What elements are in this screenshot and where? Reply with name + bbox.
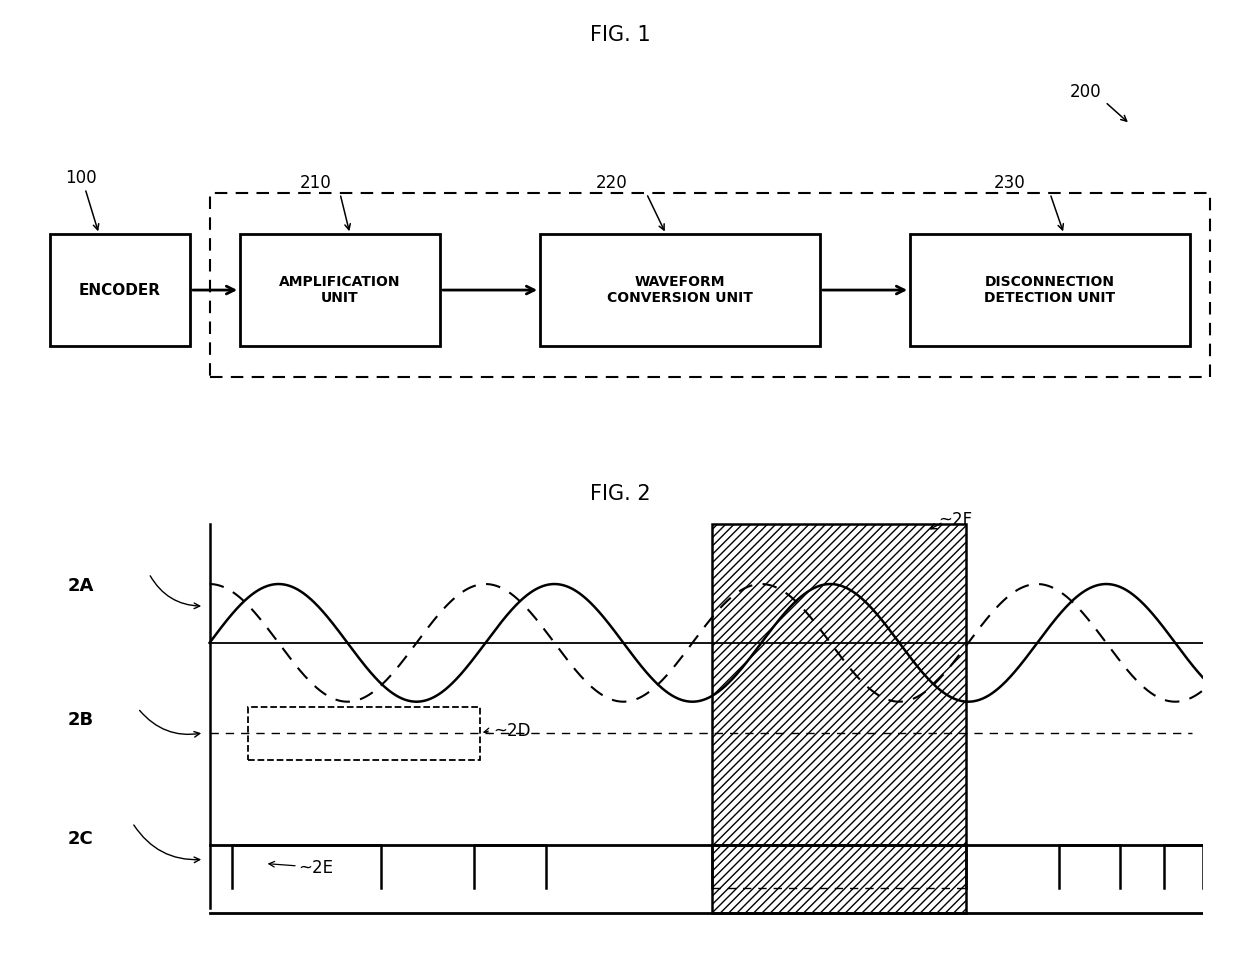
Bar bbox=[50, 234, 190, 346]
Bar bbox=[248, 706, 480, 760]
Bar bbox=[712, 525, 966, 913]
Text: ~2F: ~2F bbox=[937, 511, 972, 530]
Text: AMPLIFICATION
UNIT: AMPLIFICATION UNIT bbox=[279, 275, 401, 305]
Text: 200: 200 bbox=[1070, 83, 1101, 101]
Bar bbox=[210, 193, 1210, 376]
Bar bbox=[910, 234, 1190, 346]
Text: FIG. 2: FIG. 2 bbox=[590, 484, 650, 503]
Text: 2A: 2A bbox=[67, 576, 94, 595]
Text: 100: 100 bbox=[64, 169, 97, 188]
Text: 210: 210 bbox=[300, 174, 332, 192]
Text: ENCODER: ENCODER bbox=[79, 282, 161, 298]
Bar bbox=[539, 234, 820, 346]
Text: ~2E: ~2E bbox=[298, 859, 332, 876]
Text: 230: 230 bbox=[994, 174, 1025, 192]
Text: WAVEFORM
CONVERSION UNIT: WAVEFORM CONVERSION UNIT bbox=[608, 275, 753, 305]
Text: 2C: 2C bbox=[68, 830, 94, 848]
Text: FIG. 1: FIG. 1 bbox=[590, 25, 650, 46]
Text: ~2D: ~2D bbox=[494, 721, 531, 740]
Text: 2B: 2B bbox=[67, 711, 94, 730]
Text: 220: 220 bbox=[596, 174, 627, 192]
Text: DISCONNECTION
DETECTION UNIT: DISCONNECTION DETECTION UNIT bbox=[985, 275, 1116, 305]
Bar bbox=[241, 234, 440, 346]
